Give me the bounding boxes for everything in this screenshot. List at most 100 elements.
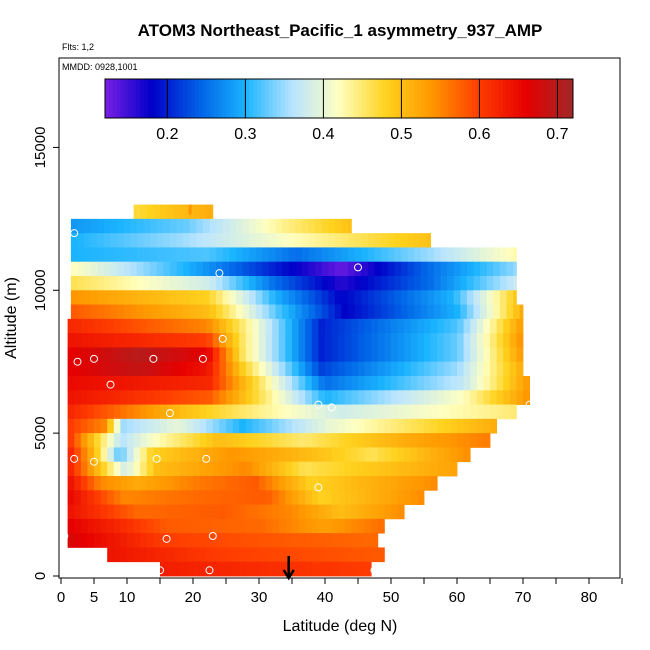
heatmap-cell (513, 276, 517, 291)
heatmap-cell (153, 418, 161, 434)
heatmap-cell (285, 390, 293, 405)
heatmap-cell (140, 476, 148, 491)
heatmap-cell (107, 547, 115, 563)
heatmap-cell (305, 404, 313, 420)
heatmap-cell (348, 261, 356, 277)
heatmap-cell (193, 518, 200, 534)
heatmap-cell (374, 233, 382, 248)
heatmap-cell (120, 333, 128, 348)
heatmap-cell (140, 390, 148, 405)
colorbar-swatch (456, 79, 461, 118)
heatmap-cell (292, 533, 299, 548)
heatmap-cell (278, 433, 286, 448)
heatmap-cell (189, 261, 197, 277)
heatmap-cell (245, 533, 253, 548)
heatmap-cell (156, 261, 164, 277)
heatmap-cell (67, 418, 75, 434)
heatmap-cell (133, 404, 141, 420)
colorbar-swatch (370, 79, 375, 118)
heatmap-cell (430, 361, 438, 377)
heatmap-cell (311, 361, 319, 377)
heatmap-cell (305, 476, 313, 491)
heatmap-cell (173, 376, 181, 391)
heatmap-cell (94, 533, 101, 548)
x-tick-label: 70 (515, 589, 532, 606)
heatmap-cell (351, 404, 359, 420)
heatmap-cell (318, 433, 326, 448)
heatmap-cell (404, 390, 412, 405)
heatmap-cell (113, 433, 121, 448)
heatmap-cell (358, 533, 365, 548)
heatmap-cell (226, 333, 233, 348)
heatmap-cell (153, 361, 161, 377)
heatmap-cell (450, 418, 458, 434)
heatmap-cell (146, 333, 154, 348)
heatmap-cell (206, 390, 214, 405)
heatmap-cell (344, 518, 352, 534)
heatmap-cell (282, 233, 290, 248)
heatmap-cell (417, 390, 425, 405)
heatmap-cell (140, 418, 148, 434)
heatmap-cell (117, 261, 125, 277)
heatmap-cell (298, 518, 306, 534)
heatmap-cell (338, 404, 346, 420)
heatmap-cell (235, 247, 243, 263)
heatmap-cell (499, 261, 507, 277)
heatmap-cell (212, 333, 220, 348)
heatmap-cell (371, 433, 379, 448)
heatmap-cell (384, 333, 392, 348)
heatmap-cell (222, 218, 230, 234)
heatmap-cell (265, 404, 273, 420)
heatmap-cell (509, 347, 517, 363)
heatmap-cell (219, 390, 227, 405)
heatmap-cell (97, 233, 105, 248)
heatmap-cell (391, 347, 398, 363)
heatmap-cell (377, 461, 385, 477)
heatmap-cell (338, 347, 346, 363)
heatmap-cell (377, 476, 385, 491)
sample-point (90, 457, 98, 466)
heatmap-cell (424, 361, 431, 377)
heatmap-cell (265, 361, 273, 377)
heatmap-cell (404, 376, 412, 391)
heatmap-cell (513, 304, 521, 320)
colorbar-swatch (401, 79, 406, 118)
heatmap-cell (305, 447, 313, 463)
heatmap-cell (206, 533, 214, 548)
heatmap-cell (206, 347, 214, 363)
heatmap-cell (226, 318, 233, 334)
heatmap-cell (292, 490, 299, 505)
heatmap-cell (103, 276, 111, 291)
heatmap-cell (364, 490, 372, 505)
heatmap-cell (67, 376, 75, 391)
colorbar-tick-label: 0.4 (312, 126, 334, 143)
heatmap-cell (328, 218, 336, 234)
heatmap-cell (272, 561, 280, 577)
heatmap-cell (292, 418, 299, 434)
colorbar-swatch (303, 79, 309, 118)
heatmap-cell (351, 361, 359, 377)
heatmap-cell (364, 533, 372, 548)
heatmap-cell (100, 390, 108, 405)
heatmap-cell (173, 418, 181, 434)
x-axis: 0 5 10 20 30 40 50 60 70 80 (57, 577, 623, 606)
heatmap-cell (308, 304, 316, 320)
heatmap-cell (483, 418, 491, 434)
heatmap-cell (232, 518, 240, 534)
colorbar-swatch (424, 79, 430, 118)
heatmap-cell (265, 561, 273, 577)
heatmap-cell (127, 433, 134, 448)
heatmap-cell (199, 361, 207, 377)
heatmap-cell (212, 404, 220, 420)
heatmap-cell (226, 347, 233, 363)
y-tick-label: 5000 (32, 416, 49, 449)
heatmap-cell (331, 390, 339, 405)
heatmap-cell (193, 390, 200, 405)
heatmap-cell (325, 561, 332, 577)
heatmap-cell (140, 333, 148, 348)
heatmap-cell (371, 347, 379, 363)
heatmap-cell (120, 490, 128, 505)
heatmap-cell (179, 504, 187, 520)
heatmap-cell (193, 347, 200, 363)
heatmap-cell (338, 390, 346, 405)
